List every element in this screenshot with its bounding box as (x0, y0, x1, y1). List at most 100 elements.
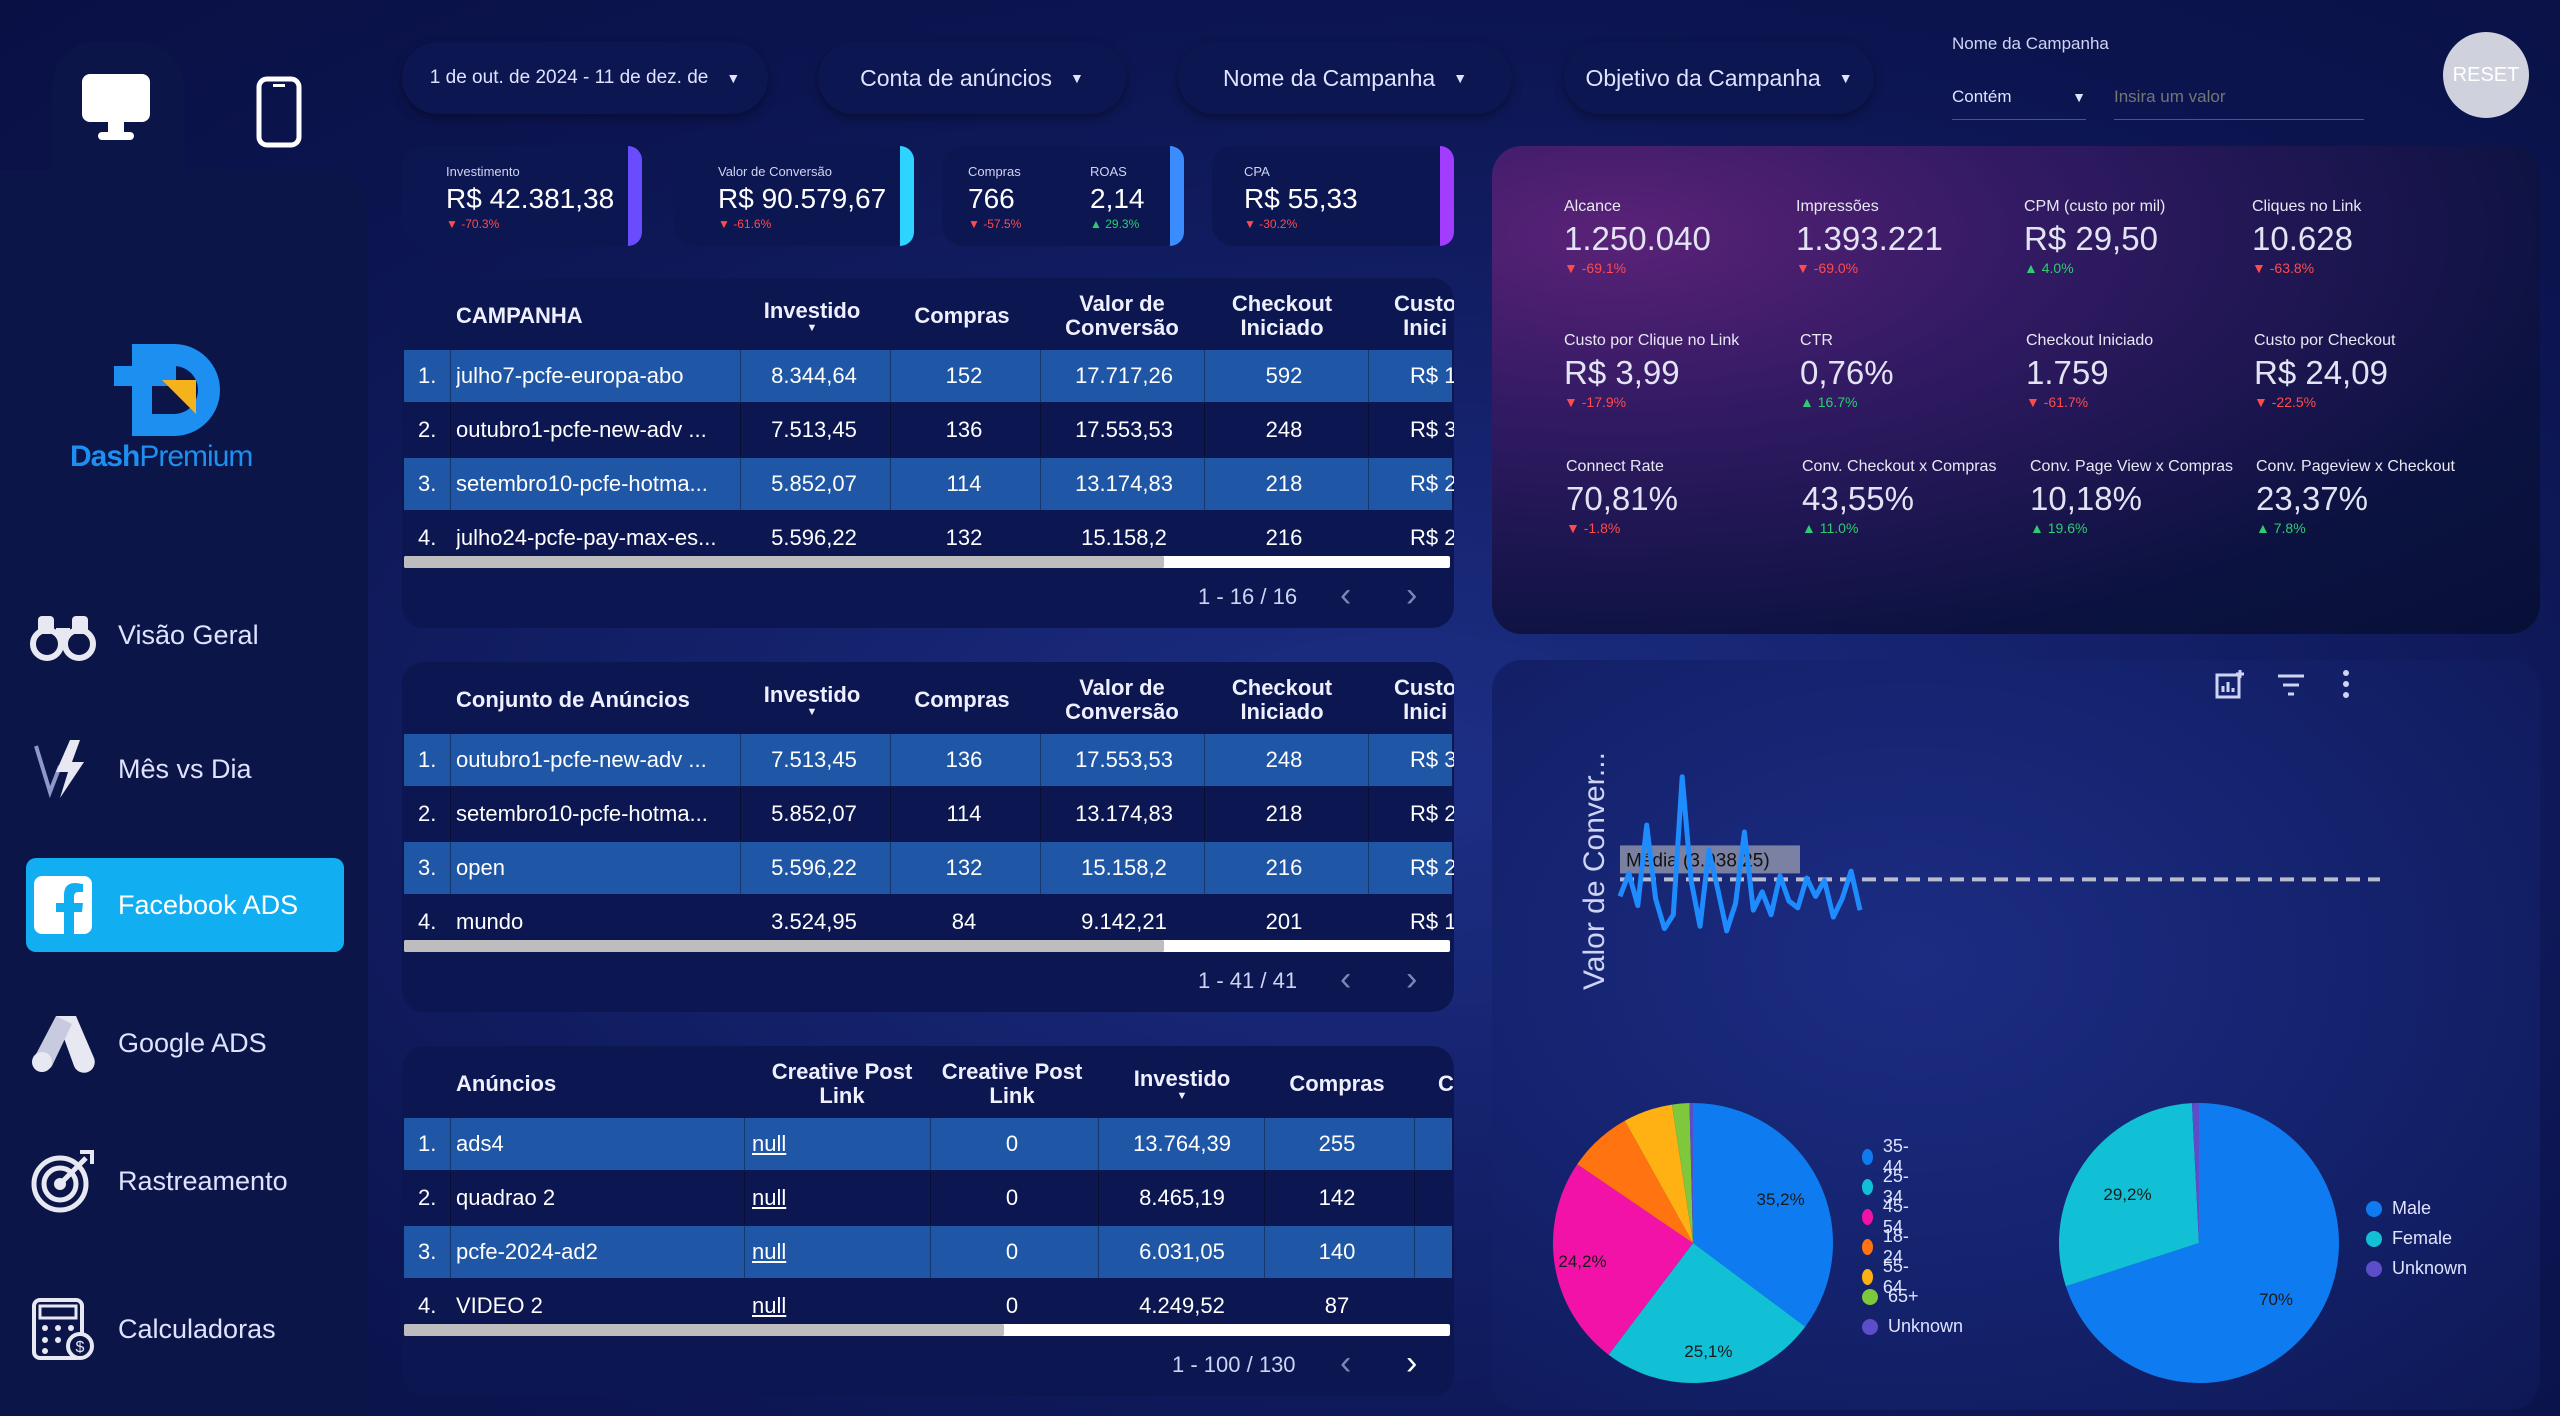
column-header[interactable]: Compras (1289, 1071, 1385, 1096)
desktop-icon[interactable] (78, 70, 154, 146)
table-row[interactable]: 2. quadrao 2 null 0 8.465,19 142 (404, 1172, 1452, 1224)
row-index: 3. (418, 1239, 437, 1264)
ads-table: Anúncios Creative Post Link Creative Pos… (402, 1046, 1454, 1396)
prev-page-icon[interactable]: ‹ (1340, 960, 1352, 998)
column-header-sorted[interactable]: Investido ▼ (1133, 1066, 1231, 1102)
column-header[interactable]: Creative Post Link (941, 1059, 1083, 1108)
legend-item[interactable]: 25-34 (1862, 1166, 1914, 1208)
account-filter[interactable]: Conta de anúncios ▼ (818, 42, 1126, 114)
table-row[interactable]: 2. outubro1-pcfe-new-adv ... 7.513,45 13… (404, 404, 1454, 456)
scrollbar-thumb[interactable] (404, 1324, 1004, 1336)
name-filter-input[interactable] (2114, 74, 2364, 120)
column-header[interactable]: Valor de Conversão (1065, 291, 1179, 340)
menu-item-mes-vs-dia[interactable]: Mês vs Dia (26, 722, 344, 816)
legend-item[interactable]: Unknown (1862, 1316, 1963, 1337)
legend-item[interactable]: Female (2366, 1228, 2452, 1249)
menu-item-calculadoras[interactable]: $ Calculadoras (26, 1282, 344, 1376)
table-row[interactable]: 3. open 5.596,22 132 15.158,2 216 R$ 2 (404, 842, 1454, 894)
reset-button[interactable]: RESET (2443, 32, 2529, 118)
horizontal-scrollbar[interactable] (404, 940, 1450, 952)
metric-change: -17.9% (1581, 394, 1627, 410)
metric-label: Alcance (1564, 198, 1621, 215)
filter-icon[interactable] (2276, 672, 2306, 698)
horizontal-scrollbar[interactable] (404, 556, 1450, 568)
legend-item[interactable]: 18-24 (1862, 1226, 1914, 1268)
column-header[interactable]: Custo Inici (1394, 291, 1454, 340)
metric-change: -1.8% (1583, 520, 1621, 536)
table-row[interactable]: 4. mundo 3.524,95 84 9.142,21 201 R$ 1 (404, 896, 1454, 948)
scrollbar-thumb[interactable] (404, 940, 1164, 952)
column-header[interactable]: Compras (914, 303, 1010, 328)
pie-slice-unknown[interactable] (1689, 1102, 1693, 1243)
mobile-icon[interactable] (256, 76, 302, 148)
next-page-icon[interactable]: › (1406, 1344, 1418, 1382)
objective-filter[interactable]: Objetivo da Campanha ▼ (1564, 42, 1874, 114)
table-row[interactable]: 4. VIDEO 2 null 0 4.249,52 87 (404, 1280, 1452, 1332)
pie-slice-18-24[interactable] (1577, 1120, 1693, 1243)
table-row[interactable]: 2. setembro10-pcfe-hotma... 5.852,07 114… (404, 788, 1454, 840)
metric-value: 10.628 (2252, 220, 2353, 257)
legend-item[interactable]: 65+ (1862, 1286, 1919, 1307)
column-header[interactable]: Conjunto de Anúncios (456, 687, 690, 712)
creative-post-link[interactable]: null (752, 1131, 787, 1156)
pie-slice-45-54[interactable] (1553, 1164, 1693, 1355)
menu-item-rastreamento[interactable]: Rastreamento (26, 1134, 344, 1228)
table-row[interactable]: 1. ads4 null 0 13.764,39 255 (404, 1118, 1452, 1170)
pie-slice-55-64[interactable] (1624, 1104, 1693, 1243)
pie-slice-65+[interactable] (1671, 1103, 1693, 1243)
legend-item[interactable]: 35-44 (1862, 1136, 1914, 1178)
kpi-label: Compras (968, 164, 1021, 179)
more-vert-icon[interactable] (2340, 668, 2352, 700)
add-chart-icon[interactable] (2214, 668, 2246, 700)
pie-slice-male[interactable] (2065, 1103, 2339, 1383)
cell-checkout: 201 (1265, 909, 1303, 934)
metric-value: 10,18% (2030, 480, 2142, 517)
column-header[interactable]: C (1438, 1071, 1454, 1096)
legend-item[interactable]: 45-54 (1862, 1196, 1914, 1238)
column-header[interactable]: Checkout Iniciado (1231, 675, 1333, 724)
dash-premium-logo (114, 344, 220, 436)
horizontal-scrollbar[interactable] (404, 1324, 1450, 1336)
pie-slice-female[interactable] (2058, 1103, 2199, 1287)
prev-page-icon[interactable]: ‹ (1340, 576, 1352, 614)
pie-slice-25-34[interactable] (1608, 1243, 1806, 1384)
column-header[interactable]: Checkout Iniciado (1231, 291, 1333, 340)
next-page-icon[interactable]: › (1406, 960, 1418, 998)
creative-post-link[interactable]: null (752, 1293, 787, 1318)
table-row[interactable]: 3. pcfe-2024-ad2 null 0 6.031,05 140 (404, 1226, 1452, 1278)
table-row[interactable]: 1. outubro1-pcfe-new-adv ... 7.513,45 13… (404, 734, 1454, 786)
column-header-sorted[interactable]: Investido ▼ (763, 298, 861, 334)
table-row[interactable]: 3. setembro10-pcfe-hotma... 5.852,07 114… (404, 458, 1454, 510)
name-filter-operator[interactable]: Contém ▼ (1952, 74, 2086, 120)
table-row[interactable]: 1. julho7-pcfe-europa-abo 8.344,64 152 1… (404, 350, 1454, 402)
creative-post-link[interactable]: null (752, 1239, 787, 1264)
menu-item-visao-geral[interactable]: Visão Geral (26, 588, 344, 682)
date-range-filter[interactable]: 1 de out. de 2024 - 11 de dez. de ▼ (402, 42, 768, 114)
series-line (1617, 774, 1863, 934)
next-page-icon[interactable]: › (1406, 576, 1418, 614)
column-header[interactable]: Anúncios (456, 1071, 557, 1096)
objective-filter-label: Objetivo da Campanha (1585, 64, 1821, 91)
legend-item[interactable]: Male (2366, 1198, 2431, 1219)
table-row[interactable]: 4. julho24-pcfe-pay-max-es... 5.596,22 1… (404, 512, 1454, 564)
date-range-value: 1 de out. de 2024 - 11 de dez. de (429, 67, 709, 88)
pie-slice-35-44[interactable] (1693, 1103, 1834, 1327)
scrollbar-thumb[interactable] (404, 556, 1164, 568)
column-header[interactable]: CAMPANHA (456, 303, 583, 328)
column-header[interactable]: Valor de Conversão (1065, 675, 1179, 724)
pie-slice-unknown[interactable] (2191, 1103, 2199, 1243)
kpi-accent (900, 146, 914, 246)
column-header[interactable]: Custo Inici (1394, 675, 1454, 724)
name-filter-operator-value: Contém (1952, 86, 2012, 106)
column-header-sorted[interactable]: Investido ▼ (763, 682, 861, 718)
legend-item[interactable]: Unknown (2366, 1258, 2467, 1279)
prev-page-icon[interactable]: ‹ (1340, 1344, 1352, 1382)
campaign-name-filter[interactable]: Nome da Campanha ▼ (1178, 42, 1512, 114)
column-header[interactable]: Creative Post Link (771, 1059, 913, 1108)
legend-item[interactable]: 55-64 (1862, 1256, 1914, 1298)
creative-post-link[interactable]: null (752, 1185, 787, 1210)
metric-change: -63.8% (2269, 260, 2315, 276)
menu-item-google-ads[interactable]: Google ADS (26, 996, 344, 1090)
menu-item-facebook-ads[interactable]: Facebook ADS (26, 858, 344, 952)
column-header[interactable]: Compras (914, 687, 1010, 712)
